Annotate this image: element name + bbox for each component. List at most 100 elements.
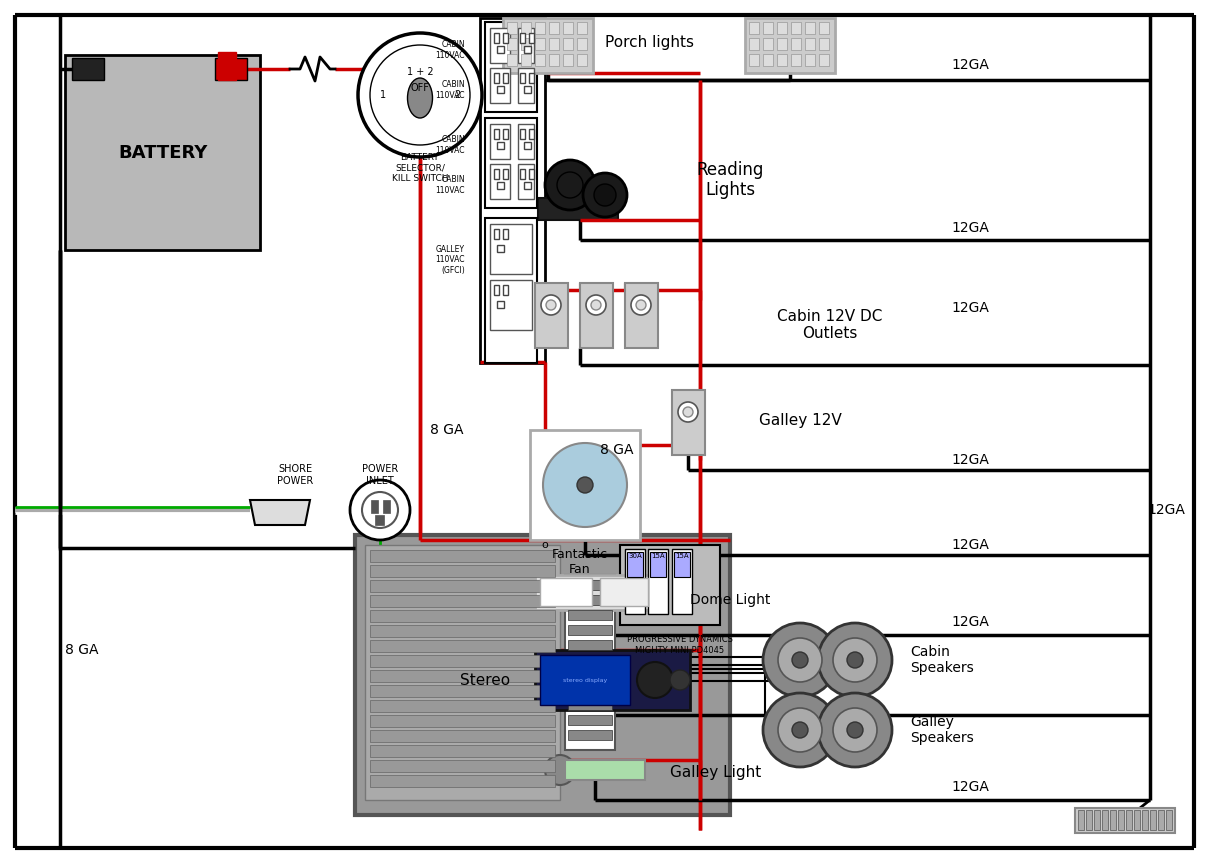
FancyBboxPatch shape bbox=[497, 245, 504, 252]
FancyBboxPatch shape bbox=[568, 670, 612, 680]
Ellipse shape bbox=[540, 295, 561, 315]
FancyBboxPatch shape bbox=[600, 578, 648, 606]
FancyBboxPatch shape bbox=[370, 745, 555, 757]
FancyBboxPatch shape bbox=[1126, 810, 1132, 830]
FancyBboxPatch shape bbox=[517, 68, 534, 103]
Ellipse shape bbox=[583, 173, 627, 217]
FancyBboxPatch shape bbox=[503, 33, 508, 43]
FancyBboxPatch shape bbox=[530, 73, 534, 83]
FancyBboxPatch shape bbox=[568, 625, 612, 635]
FancyBboxPatch shape bbox=[625, 283, 658, 348]
FancyBboxPatch shape bbox=[568, 700, 612, 710]
FancyBboxPatch shape bbox=[517, 28, 534, 63]
Ellipse shape bbox=[792, 722, 808, 738]
Text: PROGRESSIVE DYNAMICS
MIGHTY MINI PD4045: PROGRESSIVE DYNAMICS MIGHTY MINI PD4045 bbox=[627, 635, 733, 655]
FancyBboxPatch shape bbox=[370, 730, 555, 742]
Text: 12GA: 12GA bbox=[951, 301, 989, 315]
FancyBboxPatch shape bbox=[507, 54, 517, 66]
Ellipse shape bbox=[792, 652, 808, 668]
FancyBboxPatch shape bbox=[536, 22, 545, 34]
FancyBboxPatch shape bbox=[503, 285, 508, 295]
Text: Stereo: Stereo bbox=[459, 672, 510, 688]
Text: 12GA: 12GA bbox=[1147, 503, 1185, 517]
FancyBboxPatch shape bbox=[370, 580, 555, 592]
FancyBboxPatch shape bbox=[480, 18, 545, 363]
FancyBboxPatch shape bbox=[370, 775, 555, 787]
FancyBboxPatch shape bbox=[549, 38, 559, 50]
FancyBboxPatch shape bbox=[503, 129, 508, 139]
FancyBboxPatch shape bbox=[485, 118, 537, 208]
FancyBboxPatch shape bbox=[1078, 810, 1084, 830]
FancyBboxPatch shape bbox=[370, 595, 555, 607]
FancyBboxPatch shape bbox=[1101, 810, 1107, 830]
FancyBboxPatch shape bbox=[520, 33, 525, 43]
FancyBboxPatch shape bbox=[750, 22, 759, 34]
Ellipse shape bbox=[543, 443, 627, 527]
FancyBboxPatch shape bbox=[763, 22, 773, 34]
Ellipse shape bbox=[670, 670, 690, 690]
FancyBboxPatch shape bbox=[777, 22, 787, 34]
FancyBboxPatch shape bbox=[494, 285, 499, 295]
FancyBboxPatch shape bbox=[370, 655, 555, 667]
FancyBboxPatch shape bbox=[530, 430, 640, 540]
Text: 12GA: 12GA bbox=[951, 453, 989, 467]
FancyBboxPatch shape bbox=[370, 670, 555, 682]
Text: Dome Light: Dome Light bbox=[690, 593, 770, 607]
FancyBboxPatch shape bbox=[375, 515, 384, 525]
Text: SHORE
POWER: SHORE POWER bbox=[277, 464, 313, 486]
FancyBboxPatch shape bbox=[763, 54, 773, 66]
FancyBboxPatch shape bbox=[777, 54, 787, 66]
FancyBboxPatch shape bbox=[355, 535, 730, 815]
Ellipse shape bbox=[631, 295, 650, 315]
FancyBboxPatch shape bbox=[370, 700, 555, 712]
Text: 2: 2 bbox=[453, 90, 461, 100]
FancyBboxPatch shape bbox=[620, 545, 721, 625]
FancyBboxPatch shape bbox=[520, 129, 525, 139]
Ellipse shape bbox=[361, 492, 398, 528]
FancyBboxPatch shape bbox=[1143, 810, 1149, 830]
FancyBboxPatch shape bbox=[517, 164, 534, 199]
FancyBboxPatch shape bbox=[507, 38, 517, 50]
Text: 1 + 2: 1 + 2 bbox=[406, 67, 433, 77]
Text: Fantastic
Fan: Fantastic Fan bbox=[553, 548, 608, 576]
FancyBboxPatch shape bbox=[503, 18, 592, 73]
FancyBboxPatch shape bbox=[536, 38, 545, 50]
Ellipse shape bbox=[779, 638, 822, 682]
FancyBboxPatch shape bbox=[370, 565, 555, 577]
FancyBboxPatch shape bbox=[365, 545, 560, 800]
FancyBboxPatch shape bbox=[73, 58, 104, 80]
FancyBboxPatch shape bbox=[538, 198, 618, 220]
FancyBboxPatch shape bbox=[494, 169, 499, 179]
FancyBboxPatch shape bbox=[672, 549, 692, 614]
Text: GALLEY
110VAC
(GFCI): GALLEY 110VAC (GFCI) bbox=[435, 245, 465, 275]
FancyBboxPatch shape bbox=[530, 33, 534, 43]
FancyBboxPatch shape bbox=[577, 38, 588, 50]
FancyBboxPatch shape bbox=[520, 169, 525, 179]
FancyBboxPatch shape bbox=[517, 124, 534, 159]
FancyBboxPatch shape bbox=[371, 500, 378, 513]
FancyBboxPatch shape bbox=[497, 142, 504, 149]
Text: 8 GA: 8 GA bbox=[430, 423, 463, 437]
Polygon shape bbox=[250, 500, 310, 525]
Text: CABIN
110VAC: CABIN 110VAC bbox=[435, 135, 465, 154]
FancyBboxPatch shape bbox=[370, 640, 555, 652]
FancyBboxPatch shape bbox=[497, 46, 504, 53]
Text: BATTERY
SELECTOR/
KILL SWITCH: BATTERY SELECTOR/ KILL SWITCH bbox=[392, 153, 449, 183]
FancyBboxPatch shape bbox=[563, 38, 573, 50]
FancyBboxPatch shape bbox=[1086, 810, 1092, 830]
FancyBboxPatch shape bbox=[563, 54, 573, 66]
FancyBboxPatch shape bbox=[523, 182, 531, 189]
Ellipse shape bbox=[763, 623, 837, 697]
FancyBboxPatch shape bbox=[490, 28, 510, 63]
Text: Galley 12V: Galley 12V bbox=[758, 413, 841, 427]
FancyBboxPatch shape bbox=[497, 182, 504, 189]
Text: 1: 1 bbox=[380, 90, 386, 100]
FancyBboxPatch shape bbox=[523, 142, 531, 149]
Text: Cabin
Speakers: Cabin Speakers bbox=[910, 645, 973, 675]
Ellipse shape bbox=[833, 638, 877, 682]
Text: o: o bbox=[542, 540, 549, 550]
FancyBboxPatch shape bbox=[1118, 810, 1124, 830]
FancyBboxPatch shape bbox=[523, 46, 531, 53]
FancyBboxPatch shape bbox=[485, 218, 537, 363]
Text: Galley
Speakers: Galley Speakers bbox=[910, 715, 973, 745]
